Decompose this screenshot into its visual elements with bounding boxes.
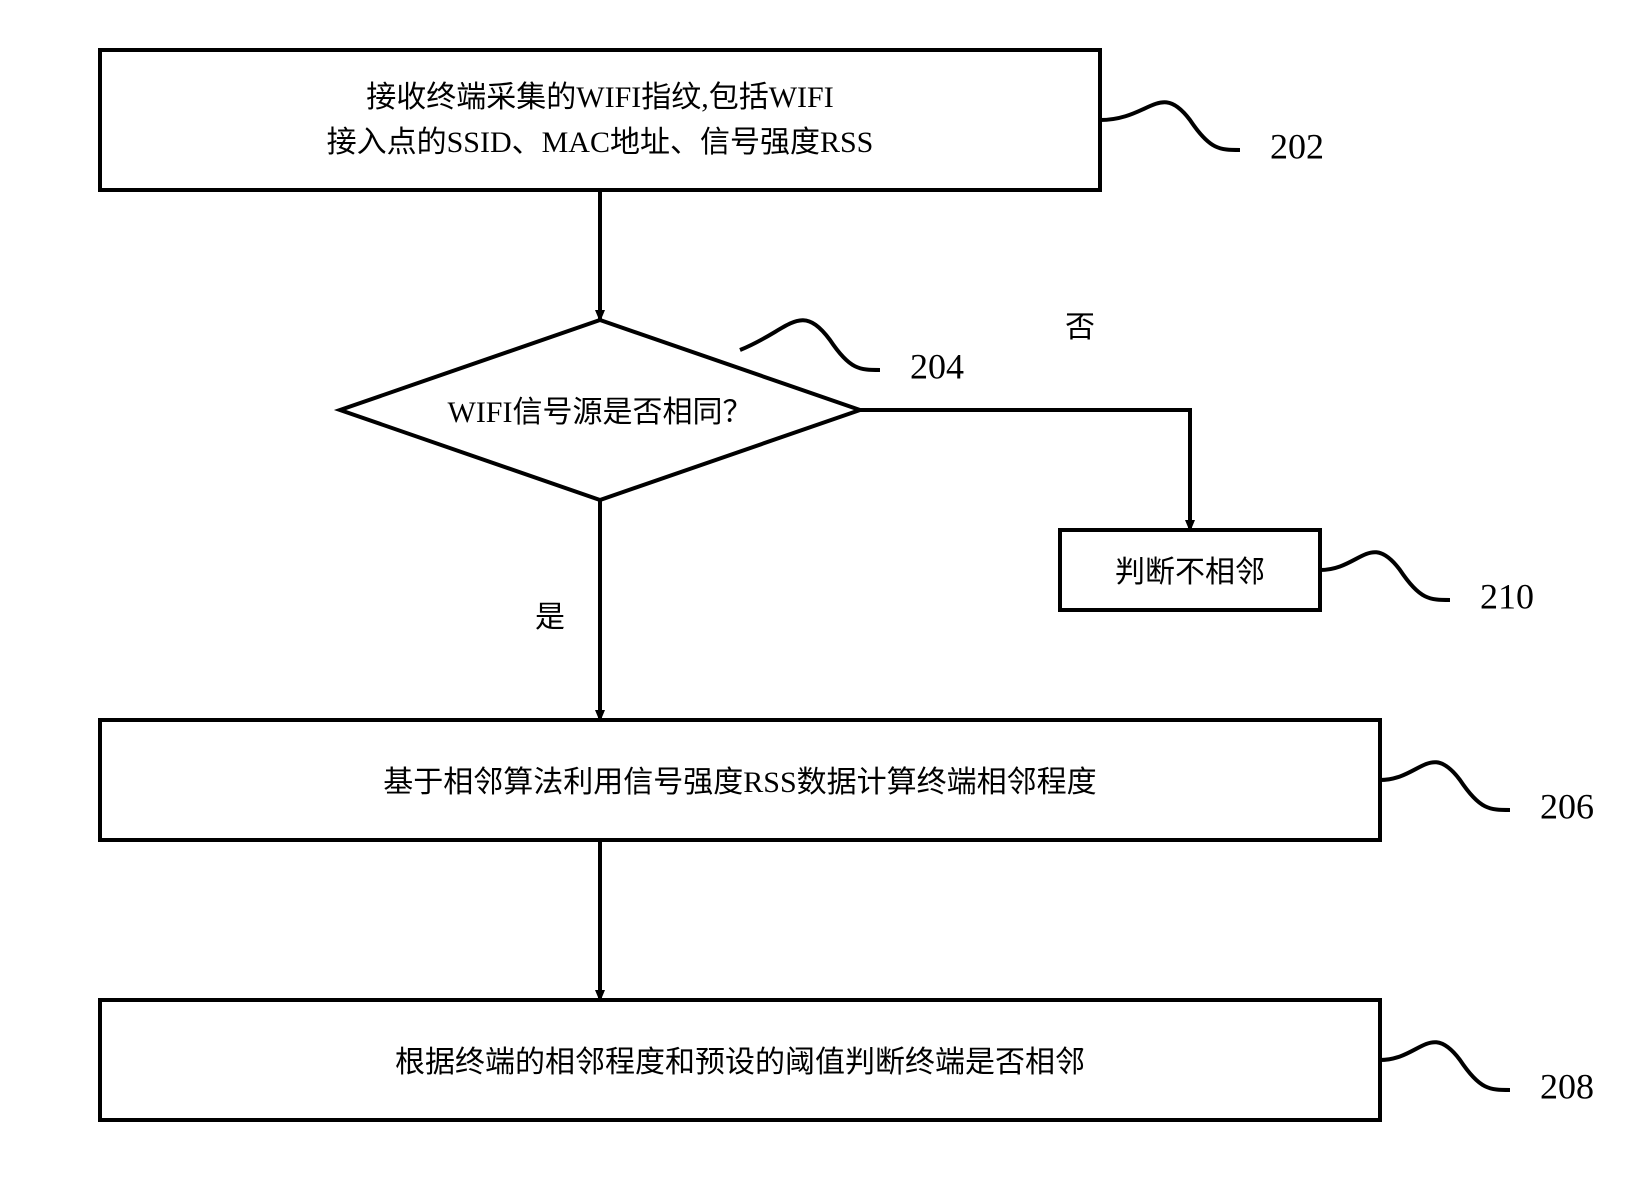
node-202: 接收终端采集的WIFI指纹,包括WIFI 接入点的SSID、MAC地址、信号强度…: [100, 50, 1100, 190]
node-206-text: 基于相邻算法利用信号强度RSS数据计算终端相邻程度: [383, 766, 1096, 799]
node-208: 根据终端的相邻程度和预设的阈值判断终端是否相邻: [100, 1000, 1380, 1120]
num-connector-206: 206: [1380, 762, 1594, 826]
label-yes: 是: [535, 601, 565, 634]
num-210: 210: [1480, 576, 1534, 616]
node-206: 基于相邻算法利用信号强度RSS数据计算终端相邻程度: [100, 720, 1380, 840]
node-210-text: 判断不相邻: [1115, 556, 1265, 589]
num-208: 208: [1540, 1066, 1594, 1106]
num-connector-204: 204: [740, 320, 964, 386]
num-connector-202: 202: [1100, 102, 1324, 166]
node-202-line1: 接收终端采集的WIFI指纹,包括WIFI: [366, 81, 833, 114]
edge-204-210: 否: [860, 311, 1190, 530]
num-202: 202: [1270, 126, 1324, 166]
num-204: 204: [910, 346, 964, 386]
flowchart-diagram: 接收终端采集的WIFI指纹,包括WIFI 接入点的SSID、MAC地址、信号强度…: [0, 0, 1638, 1184]
node-202-rect: [100, 50, 1100, 190]
node-204-text: WIFI信号源是否相同？: [448, 396, 753, 429]
node-204: WIFI信号源是否相同？: [340, 320, 860, 500]
node-210: 判断不相邻: [1060, 530, 1320, 610]
node-208-text: 根据终端的相邻程度和预设的阈值判断终端是否相邻: [395, 1046, 1085, 1079]
label-no: 否: [1065, 311, 1095, 344]
num-206: 206: [1540, 786, 1594, 826]
edge-204-206: 是: [535, 500, 600, 720]
num-connector-208: 208: [1380, 1042, 1594, 1106]
num-connector-210: 210: [1320, 552, 1534, 616]
node-202-line2: 接入点的SSID、MAC地址、信号强度RSS: [327, 126, 874, 159]
